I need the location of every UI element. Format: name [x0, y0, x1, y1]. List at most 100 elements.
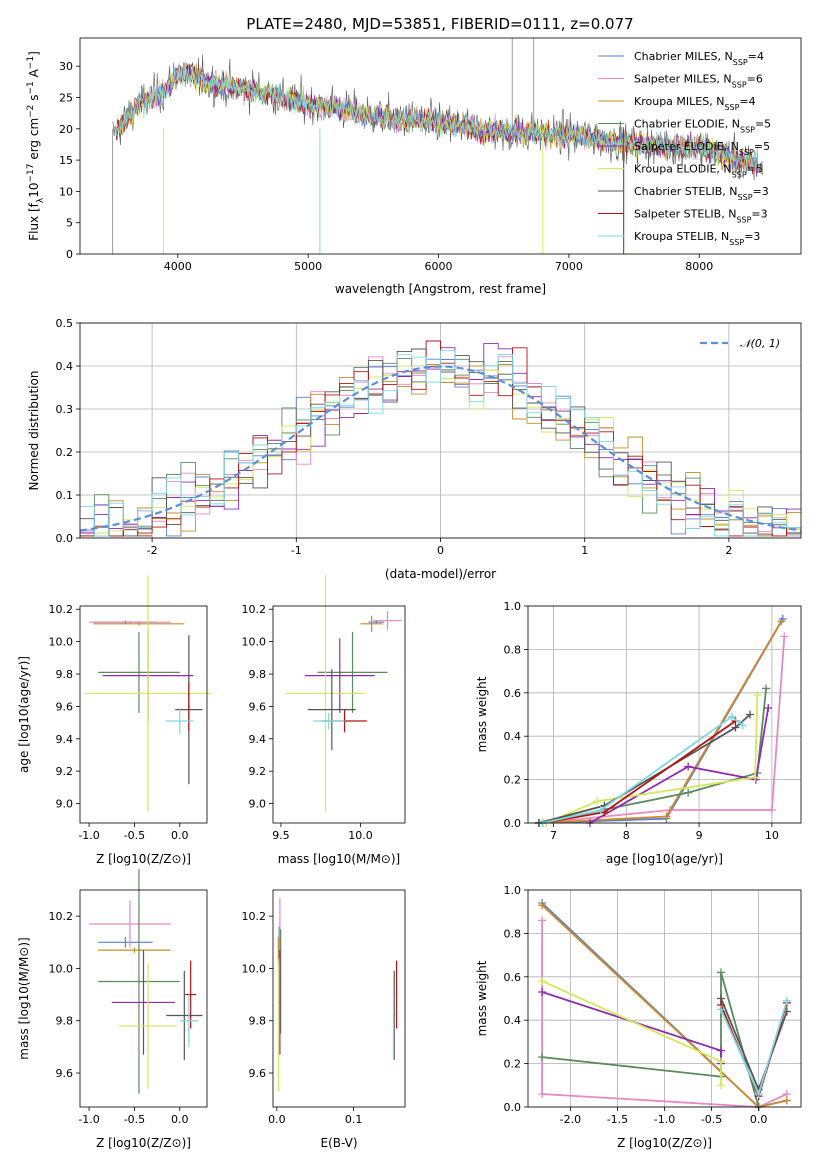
x-tick-label: 1	[581, 544, 588, 557]
y-tick-label: 30	[59, 60, 73, 73]
y-tick-label: 5	[66, 217, 73, 230]
x-axis-label: Z [log10(Z/Z⊙)]	[96, 1136, 191, 1150]
weight-marker	[738, 721, 747, 730]
panel-mass-vs-z: -1.0 -0.5 0.0 9.6 9.8 10.0 10.2 Z [log10(Z/Z⊙)]…	[17, 869, 208, 1150]
y-axis-label: mass [log10(M/M⊙)]	[17, 937, 31, 1059]
x-tick-label: -1.0	[78, 829, 99, 842]
x-tick-label: 0.0	[750, 1113, 768, 1126]
x-tick-label: -2.0	[560, 1113, 581, 1126]
weight-marker	[777, 617, 786, 626]
weight-marker	[684, 762, 693, 771]
x-tick-label: 10	[765, 829, 779, 842]
weight-marker	[753, 690, 762, 699]
x-tick-label: 8	[623, 829, 630, 842]
panel-weight-vs-z: -2.0 -1.5 -1.0 -0.5 0.0 0.0 0.2 0.4 0.6 0.8 1.0 Z […	[475, 884, 802, 1150]
weight-marker	[716, 1057, 725, 1066]
y-tick-label: 9.0	[249, 798, 267, 811]
y-tick-label: 9.8	[249, 1015, 267, 1028]
weight-marker	[538, 1053, 547, 1062]
x-axis-label: Z [log10(Z/Z⊙)]	[617, 1136, 712, 1150]
y-tick-label: 0.8	[504, 927, 522, 940]
x-tick-label: 4000	[164, 260, 192, 273]
panel-weight-vs-age: 7 8 9 10 0.0 0.2 0.4 0.6 0.8 1.0 age [log10(age/yr…	[475, 600, 802, 866]
legend-label: Salpeter ELODIE, NSSP=5	[634, 140, 770, 157]
normal-reference-curve	[79, 365, 802, 532]
weight-series	[538, 688, 767, 824]
x-axis-label: Z [log10(Z/Z⊙)]	[96, 852, 191, 866]
y-tick-label: 9.2	[249, 765, 267, 778]
y-tick-label: 9.6	[56, 700, 74, 713]
x-tick-label: 9	[696, 829, 703, 842]
y-tick-label: 15	[59, 154, 73, 167]
weight-marker	[716, 1046, 725, 1055]
weight-series	[541, 980, 722, 1086]
weight-marker	[538, 977, 547, 986]
x-axis-label: E(B-V)	[320, 1136, 357, 1150]
panel-age-vs-z: -1.0 -0.5 0.0 9.0 9.2 9.4 9.6 9.8 10.0 10.2 Z [log…	[17, 575, 212, 866]
weight-marker	[596, 805, 605, 814]
y-tick-label: 9.4	[56, 733, 74, 746]
weight-series	[541, 991, 722, 1064]
y-tick-label: 20	[59, 123, 73, 136]
y-tick-label: 0.0	[504, 1101, 522, 1114]
x-tick-label: 8000	[685, 260, 713, 273]
x-axis-label: (data-model)/error	[385, 567, 496, 581]
y-tick-label: 10.0	[49, 636, 74, 649]
spectrum-series	[116, 60, 759, 173]
y-tick-label: 9.8	[56, 668, 74, 681]
weight-marker	[684, 788, 693, 797]
weight-marker	[764, 703, 773, 712]
x-tick-label: 7000	[555, 260, 583, 273]
y-tick-label: 10.0	[242, 962, 267, 975]
weight-marker	[746, 710, 755, 719]
y-tick-label: 0.4	[56, 360, 74, 373]
weight-marker	[751, 773, 760, 782]
weight-marker	[767, 805, 776, 814]
y-tick-label: 10.2	[242, 603, 267, 616]
x-tick-label: -1.5	[607, 1113, 628, 1126]
y-tick-label: 25	[59, 91, 73, 104]
y-tick-label: 0.6	[504, 687, 522, 700]
weight-series	[541, 920, 788, 1108]
legend-label: Chabrier MILES, NSSP=4	[634, 50, 764, 67]
x-tick-label: 9.5	[272, 829, 290, 842]
weight-marker	[593, 797, 602, 806]
y-tick-label: 0.1	[56, 489, 74, 502]
x-tick-label: -0.5	[124, 1113, 145, 1126]
y-axis-label: Normed distribution	[27, 371, 41, 491]
panel-mass-vs-ebv: 0.0 0.1 9.6 9.8 10.0 10.2 E(B-V)	[242, 889, 406, 1150]
legend-label: Kroupa STELIB, NSSP=3	[634, 230, 760, 247]
weight-marker	[754, 1089, 763, 1098]
y-axis-label: mass weight	[475, 676, 489, 752]
x-tick-label: -0.5	[701, 1113, 722, 1126]
weight-series	[538, 636, 786, 824]
weight-series	[545, 694, 759, 824]
weight-marker	[538, 916, 547, 925]
y-tick-label: 0.2	[504, 774, 522, 787]
y-tick-label: 9.8	[249, 668, 267, 681]
weight-marker	[716, 1081, 725, 1090]
axes-frame	[79, 889, 208, 1108]
y-axis-label: mass weight	[475, 960, 489, 1036]
y-axis-label: Flux [fλ10−17 erg cm−2 s−1 A−1]	[26, 51, 46, 241]
weight-marker	[662, 812, 671, 821]
x-tick-label: 10.0	[348, 829, 373, 842]
weight-series	[542, 715, 744, 824]
y-tick-label: 9.2	[56, 765, 74, 778]
y-tick-label: 0.5	[56, 317, 74, 330]
x-tick-label: 0.0	[171, 829, 189, 842]
x-tick-label: 0.0	[268, 1113, 286, 1126]
weight-marker	[782, 1096, 791, 1105]
x-tick-label: 6000	[425, 260, 453, 273]
x-tick-label: 7	[550, 829, 557, 842]
spectrum-series	[116, 68, 759, 170]
panel-age-vs-mass: 9.5 10.0 9.0 9.2 9.4 9.6 9.8 10.0 10.2 mass [log1…	[242, 575, 406, 866]
y-tick-label: 0.8	[504, 643, 522, 656]
y-tick-label: 9.4	[249, 733, 267, 746]
legend-label: Kroupa MILES, NSSP=4	[634, 95, 756, 112]
y-tick-label: 0.3	[56, 403, 74, 416]
weight-marker	[762, 684, 771, 693]
x-tick-label: 0	[437, 544, 444, 557]
x-tick-label: 0.1	[345, 1113, 363, 1126]
